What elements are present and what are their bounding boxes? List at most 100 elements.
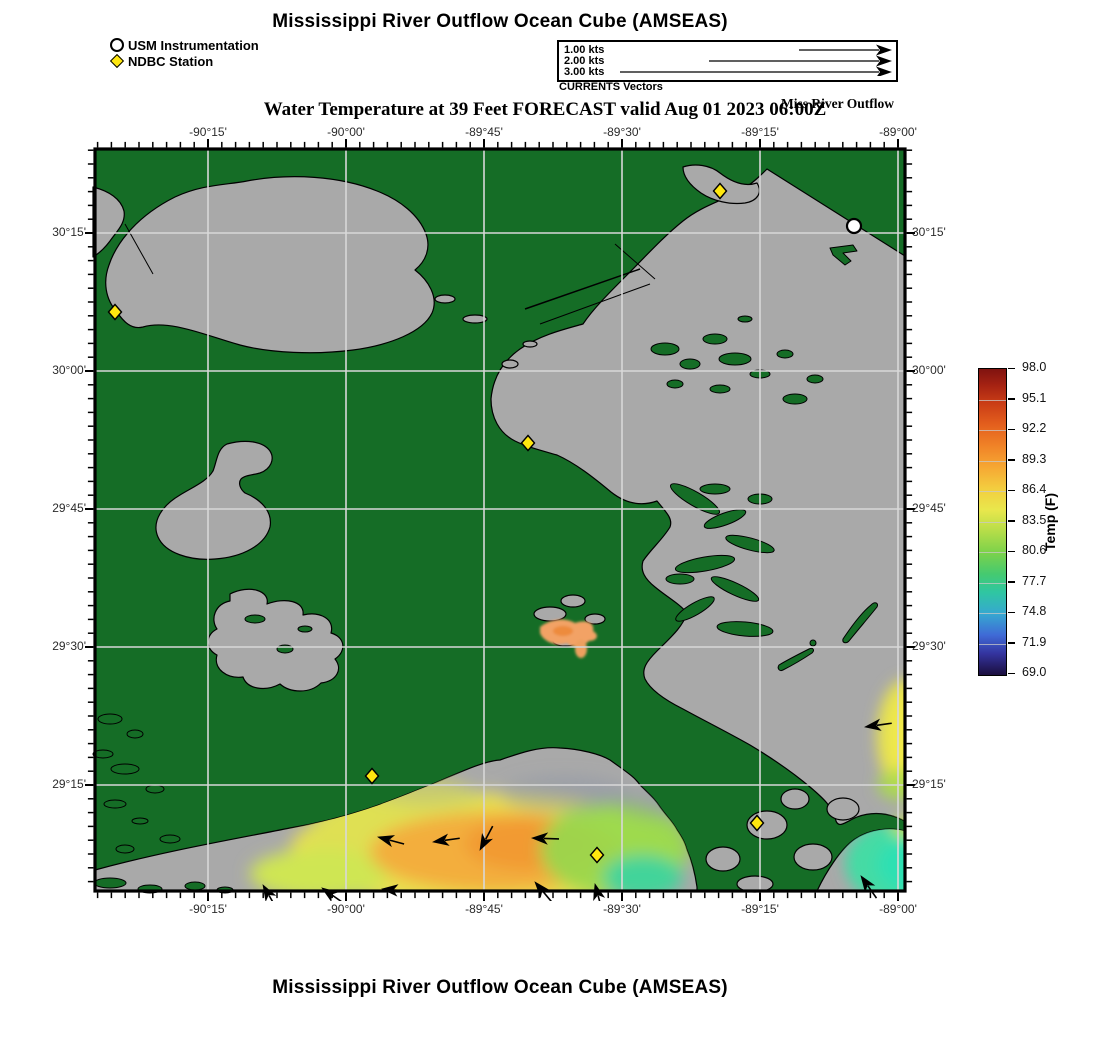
colorbar-tick-label: 74.8 bbox=[1022, 604, 1047, 618]
current-vector-arrows bbox=[262, 718, 892, 911]
lake-pontchartrain bbox=[105, 176, 435, 354]
colorbar-tick bbox=[1008, 642, 1015, 644]
station-legend: USM Instrumentation NDBC Station bbox=[108, 37, 259, 69]
sst-patch-river bbox=[540, 619, 597, 658]
current-arrow bbox=[860, 875, 878, 899]
current-arrow bbox=[381, 884, 409, 897]
y-axis-label-right: 30°00' bbox=[912, 363, 946, 377]
x-axis-label-bottom: -90°15' bbox=[189, 902, 227, 916]
marsh-pond bbox=[584, 613, 606, 625]
vector-scale-label: 2.00 kts bbox=[564, 55, 605, 67]
axis-ticks bbox=[84, 138, 916, 902]
y-axis-label-right: 29°15' bbox=[912, 777, 946, 791]
colorbar-tick-label: 86.4 bbox=[1022, 482, 1047, 496]
currents-vector-legend: 1.00 kts 2.00 kts 3.00 kts bbox=[557, 40, 898, 82]
legend-row-usm: USM Instrumentation bbox=[108, 37, 259, 53]
y-axis-label-left: 30°00' bbox=[52, 363, 86, 377]
vector-scale-label: 1.00 kts bbox=[564, 44, 605, 56]
y-axis-label-left: 30°15' bbox=[52, 225, 86, 239]
colorbar-tick-label: 83.5 bbox=[1022, 512, 1047, 527]
current-arrow bbox=[377, 835, 405, 848]
x-axis-label-top: -90°00' bbox=[327, 125, 365, 139]
x-axis-label-bottom: -89°00' bbox=[879, 902, 917, 916]
y-axis-label-right: 29°30' bbox=[912, 639, 946, 653]
y-axis-label-left: 29°15' bbox=[52, 777, 86, 791]
ndbc-station-marker bbox=[589, 846, 605, 864]
colorbar-tick bbox=[1008, 520, 1015, 522]
colorbar-gridline bbox=[979, 582, 1006, 584]
colorbar bbox=[978, 368, 1007, 676]
colorbar-gridline bbox=[979, 491, 1006, 492]
colorbar-gridline bbox=[979, 521, 1006, 523]
currents-caption: CURRENTS Vectors bbox=[559, 81, 663, 93]
ndbc-station-marker bbox=[749, 814, 765, 832]
delta-pond bbox=[826, 797, 860, 821]
x-axis-label-top: -89°30' bbox=[603, 125, 641, 139]
colorbar-tick-label: 95.1 bbox=[1022, 390, 1047, 405]
colorbar-tick-label: 80.6 bbox=[1022, 543, 1047, 557]
colorbar-gridline bbox=[979, 460, 1006, 462]
current-arrow bbox=[432, 833, 460, 846]
chandeleur-island bbox=[842, 602, 878, 644]
usm-circle-icon bbox=[108, 38, 126, 52]
map-frame bbox=[93, 147, 907, 893]
legend-label: NDBC Station bbox=[128, 53, 214, 69]
marsh-pond bbox=[560, 594, 586, 608]
map-svg bbox=[84, 138, 916, 911]
x-axis-label-bottom: -89°15' bbox=[741, 902, 779, 916]
current-arrow bbox=[531, 832, 560, 845]
marsh-pond bbox=[434, 294, 456, 304]
x-axis-label-top: -90°15' bbox=[189, 125, 227, 139]
y-axis-label-left: 29°45' bbox=[52, 501, 86, 515]
lake-maurepas bbox=[92, 186, 125, 258]
ndbc-station-marker bbox=[364, 767, 380, 785]
current-arrow bbox=[479, 825, 494, 851]
colorbar-tick bbox=[1008, 459, 1015, 461]
plot-subtitle: Water Temperature at 39 Feet FORECAST va… bbox=[263, 99, 827, 120]
colorbar-gridline bbox=[979, 552, 1006, 553]
marsh-pond bbox=[522, 340, 538, 348]
current-arrow bbox=[534, 881, 553, 904]
colorbar-tick bbox=[1008, 550, 1015, 552]
page-title: Mississippi River Outflow Ocean Cube (AM… bbox=[272, 11, 728, 32]
legend-label: USM Instrumentation bbox=[128, 37, 259, 53]
marsh-pond bbox=[462, 314, 488, 324]
x-axis-label-top: -89°15' bbox=[741, 125, 779, 139]
colorbar-gridline bbox=[979, 430, 1006, 431]
colorbar-tick bbox=[1008, 367, 1015, 369]
colorbar-tick-label: 89.3 bbox=[1022, 451, 1047, 466]
corner-note: Miss River Outflow bbox=[781, 96, 894, 111]
colorbar-tick-label: 71.9 bbox=[1022, 634, 1047, 649]
colorbar-tick bbox=[1008, 489, 1015, 491]
marsh-pond bbox=[501, 359, 519, 369]
vector-scale-label: 3.00 kts bbox=[564, 66, 605, 78]
marsh-pond bbox=[533, 606, 567, 622]
delta-pond bbox=[793, 843, 833, 871]
delta-pond bbox=[780, 788, 810, 810]
current-arrow bbox=[864, 718, 892, 731]
colorbar-gridline bbox=[979, 643, 1006, 645]
vector-scale-arrows bbox=[620, 44, 892, 78]
station-markers bbox=[107, 182, 863, 864]
x-axis-label-bottom: -90°00' bbox=[327, 902, 365, 916]
legend-row-ndbc: NDBC Station bbox=[108, 53, 259, 69]
inland-lake-west bbox=[155, 440, 273, 560]
colorbar-tick-label: 69.0 bbox=[1022, 665, 1047, 679]
x-axis-label-top: -89°45' bbox=[465, 125, 503, 139]
colorbar-gridline bbox=[979, 399, 1006, 401]
marsh-islands bbox=[92, 244, 878, 894]
colorbar-gridline bbox=[979, 613, 1006, 614]
ndbc-station-marker bbox=[520, 434, 536, 452]
colorbar-tick-label: 77.7 bbox=[1022, 573, 1047, 588]
x-axis-label-bottom: -89°45' bbox=[465, 902, 503, 916]
cat-island bbox=[829, 244, 858, 266]
colorbar-tick-label: 98.0 bbox=[1022, 360, 1047, 374]
map-area bbox=[84, 138, 916, 911]
y-axis-label-right: 30°15' bbox=[912, 225, 946, 239]
colorbar-tick-label: 92.2 bbox=[1022, 421, 1047, 435]
colorbar-tick bbox=[1008, 581, 1015, 583]
graticule bbox=[95, 149, 905, 891]
colorbar-tick bbox=[1008, 398, 1015, 400]
colorbar-tick bbox=[1008, 611, 1015, 613]
